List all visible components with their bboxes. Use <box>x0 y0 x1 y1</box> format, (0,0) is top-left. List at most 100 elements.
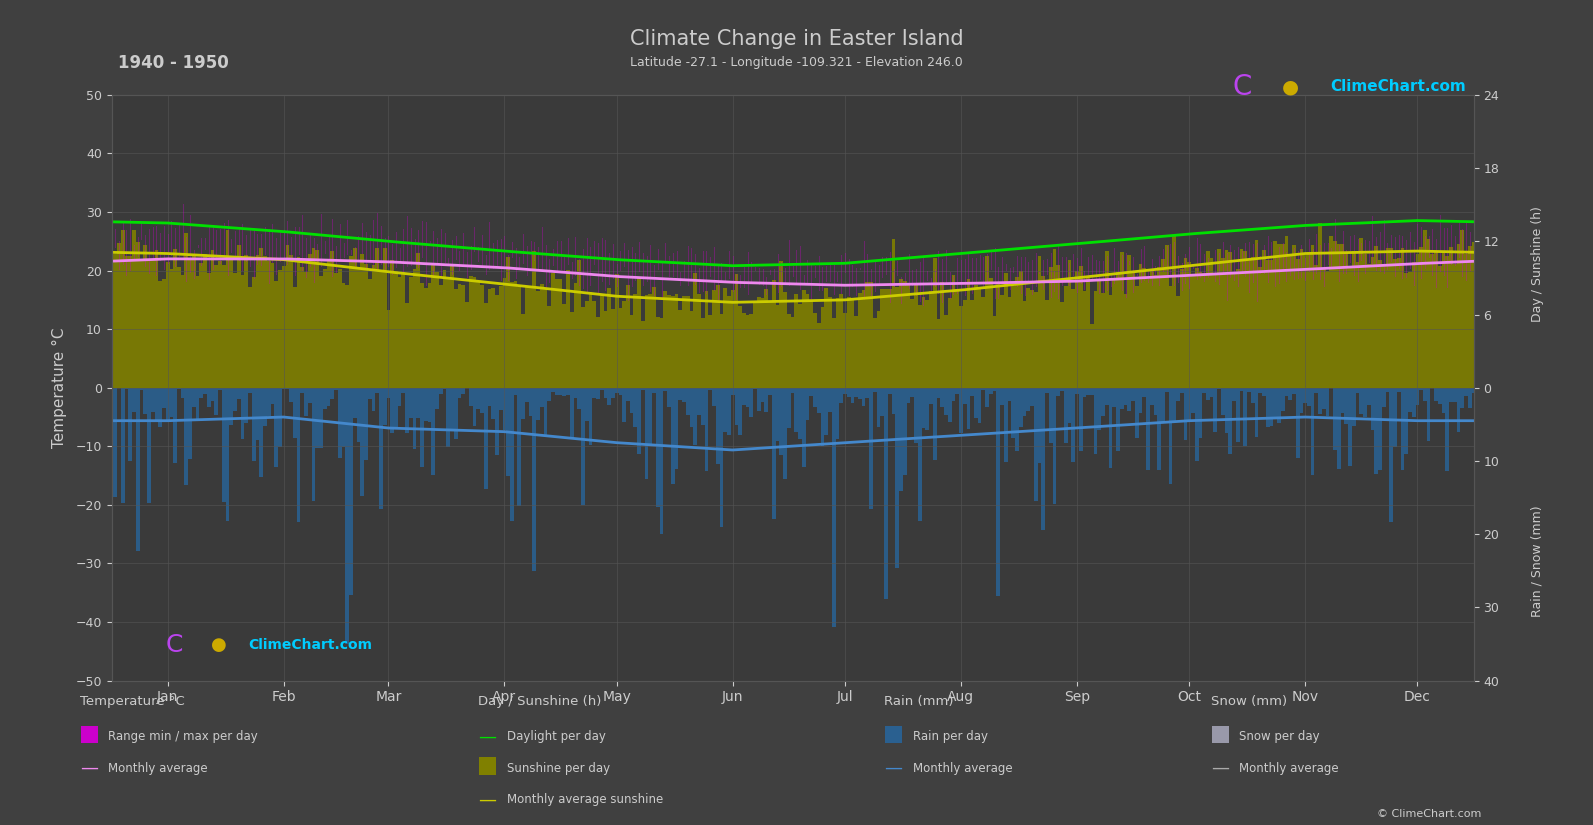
Bar <box>559 388 562 394</box>
Bar <box>454 290 457 388</box>
Bar <box>162 279 166 388</box>
Text: Climate Change in Easter Island: Climate Change in Easter Island <box>629 29 964 49</box>
Text: Sunshine per day: Sunshine per day <box>507 761 610 775</box>
Bar <box>753 303 757 388</box>
Bar <box>1292 388 1295 394</box>
Bar <box>193 254 196 388</box>
Bar <box>330 251 335 388</box>
Text: ●: ● <box>210 636 226 654</box>
Bar <box>413 388 416 449</box>
Bar <box>637 278 640 388</box>
Bar <box>951 275 956 388</box>
Bar <box>551 272 554 388</box>
Bar <box>1311 388 1314 474</box>
Bar <box>484 303 487 388</box>
Bar <box>1231 273 1236 388</box>
Bar <box>296 257 301 388</box>
Bar <box>218 388 221 390</box>
Bar <box>143 245 147 388</box>
Bar <box>135 388 140 551</box>
Bar <box>260 248 263 388</box>
Bar <box>285 244 290 388</box>
Bar <box>1322 268 1325 388</box>
Bar <box>162 388 166 408</box>
Bar <box>1056 265 1059 388</box>
Bar <box>898 279 903 388</box>
Bar <box>757 388 761 412</box>
Bar <box>1164 388 1169 392</box>
Text: Monthly average: Monthly average <box>108 761 209 775</box>
Text: —: — <box>1211 759 1228 777</box>
Bar <box>304 272 307 388</box>
Bar <box>1370 388 1375 430</box>
Bar <box>543 289 548 388</box>
Bar <box>588 292 593 388</box>
Bar <box>1112 388 1117 407</box>
Bar <box>158 388 162 427</box>
Bar <box>1381 264 1386 388</box>
Bar <box>515 281 518 388</box>
Bar <box>1120 252 1123 388</box>
Bar <box>1352 252 1356 388</box>
Bar <box>1375 246 1378 388</box>
Bar <box>1352 388 1356 426</box>
Bar <box>1333 388 1337 450</box>
Bar <box>207 388 210 408</box>
Bar <box>693 273 698 388</box>
Bar <box>1255 388 1258 437</box>
Bar <box>1158 388 1161 470</box>
Bar <box>1348 388 1352 466</box>
Bar <box>843 313 847 388</box>
Bar <box>1217 249 1220 388</box>
Bar <box>502 278 507 388</box>
Bar <box>981 297 984 388</box>
Bar <box>784 388 787 479</box>
Bar <box>1134 285 1139 388</box>
Bar <box>731 290 734 388</box>
Text: Latitude -27.1 - Longitude -109.321 - Elevation 246.0: Latitude -27.1 - Longitude -109.321 - El… <box>631 56 962 69</box>
Bar <box>824 288 828 388</box>
Bar <box>973 388 978 418</box>
Bar <box>1153 388 1158 415</box>
Bar <box>1322 388 1325 409</box>
Bar <box>1392 388 1397 446</box>
Bar <box>526 388 529 402</box>
Bar <box>532 251 537 388</box>
Bar <box>1319 223 1322 388</box>
Bar <box>221 266 226 388</box>
Bar <box>468 388 473 406</box>
Bar <box>1203 388 1206 393</box>
Bar <box>873 388 876 392</box>
Bar <box>233 388 237 412</box>
Bar <box>379 388 382 509</box>
Bar <box>1453 388 1456 402</box>
Bar <box>588 388 593 446</box>
Bar <box>529 286 532 388</box>
Bar <box>1101 388 1106 417</box>
Text: ●: ● <box>1282 77 1298 97</box>
Text: Snow per day: Snow per day <box>1239 730 1321 743</box>
Bar <box>1206 252 1209 388</box>
Bar <box>1389 248 1392 388</box>
Bar <box>618 308 623 388</box>
Bar <box>1244 388 1247 446</box>
Bar <box>573 388 577 398</box>
Bar <box>1370 257 1375 388</box>
Bar <box>121 230 124 388</box>
Bar <box>1445 388 1450 471</box>
Bar <box>207 272 210 388</box>
Bar <box>349 388 354 595</box>
Bar <box>409 388 413 417</box>
Bar <box>398 277 401 388</box>
Bar <box>188 258 193 388</box>
Bar <box>607 388 612 405</box>
Bar <box>701 318 704 388</box>
Bar <box>1375 388 1378 474</box>
Bar <box>193 388 196 408</box>
Bar <box>1176 388 1180 402</box>
Bar <box>660 388 663 535</box>
Bar <box>255 256 260 388</box>
Bar <box>180 388 185 398</box>
Bar <box>110 388 113 396</box>
Bar <box>143 388 147 414</box>
